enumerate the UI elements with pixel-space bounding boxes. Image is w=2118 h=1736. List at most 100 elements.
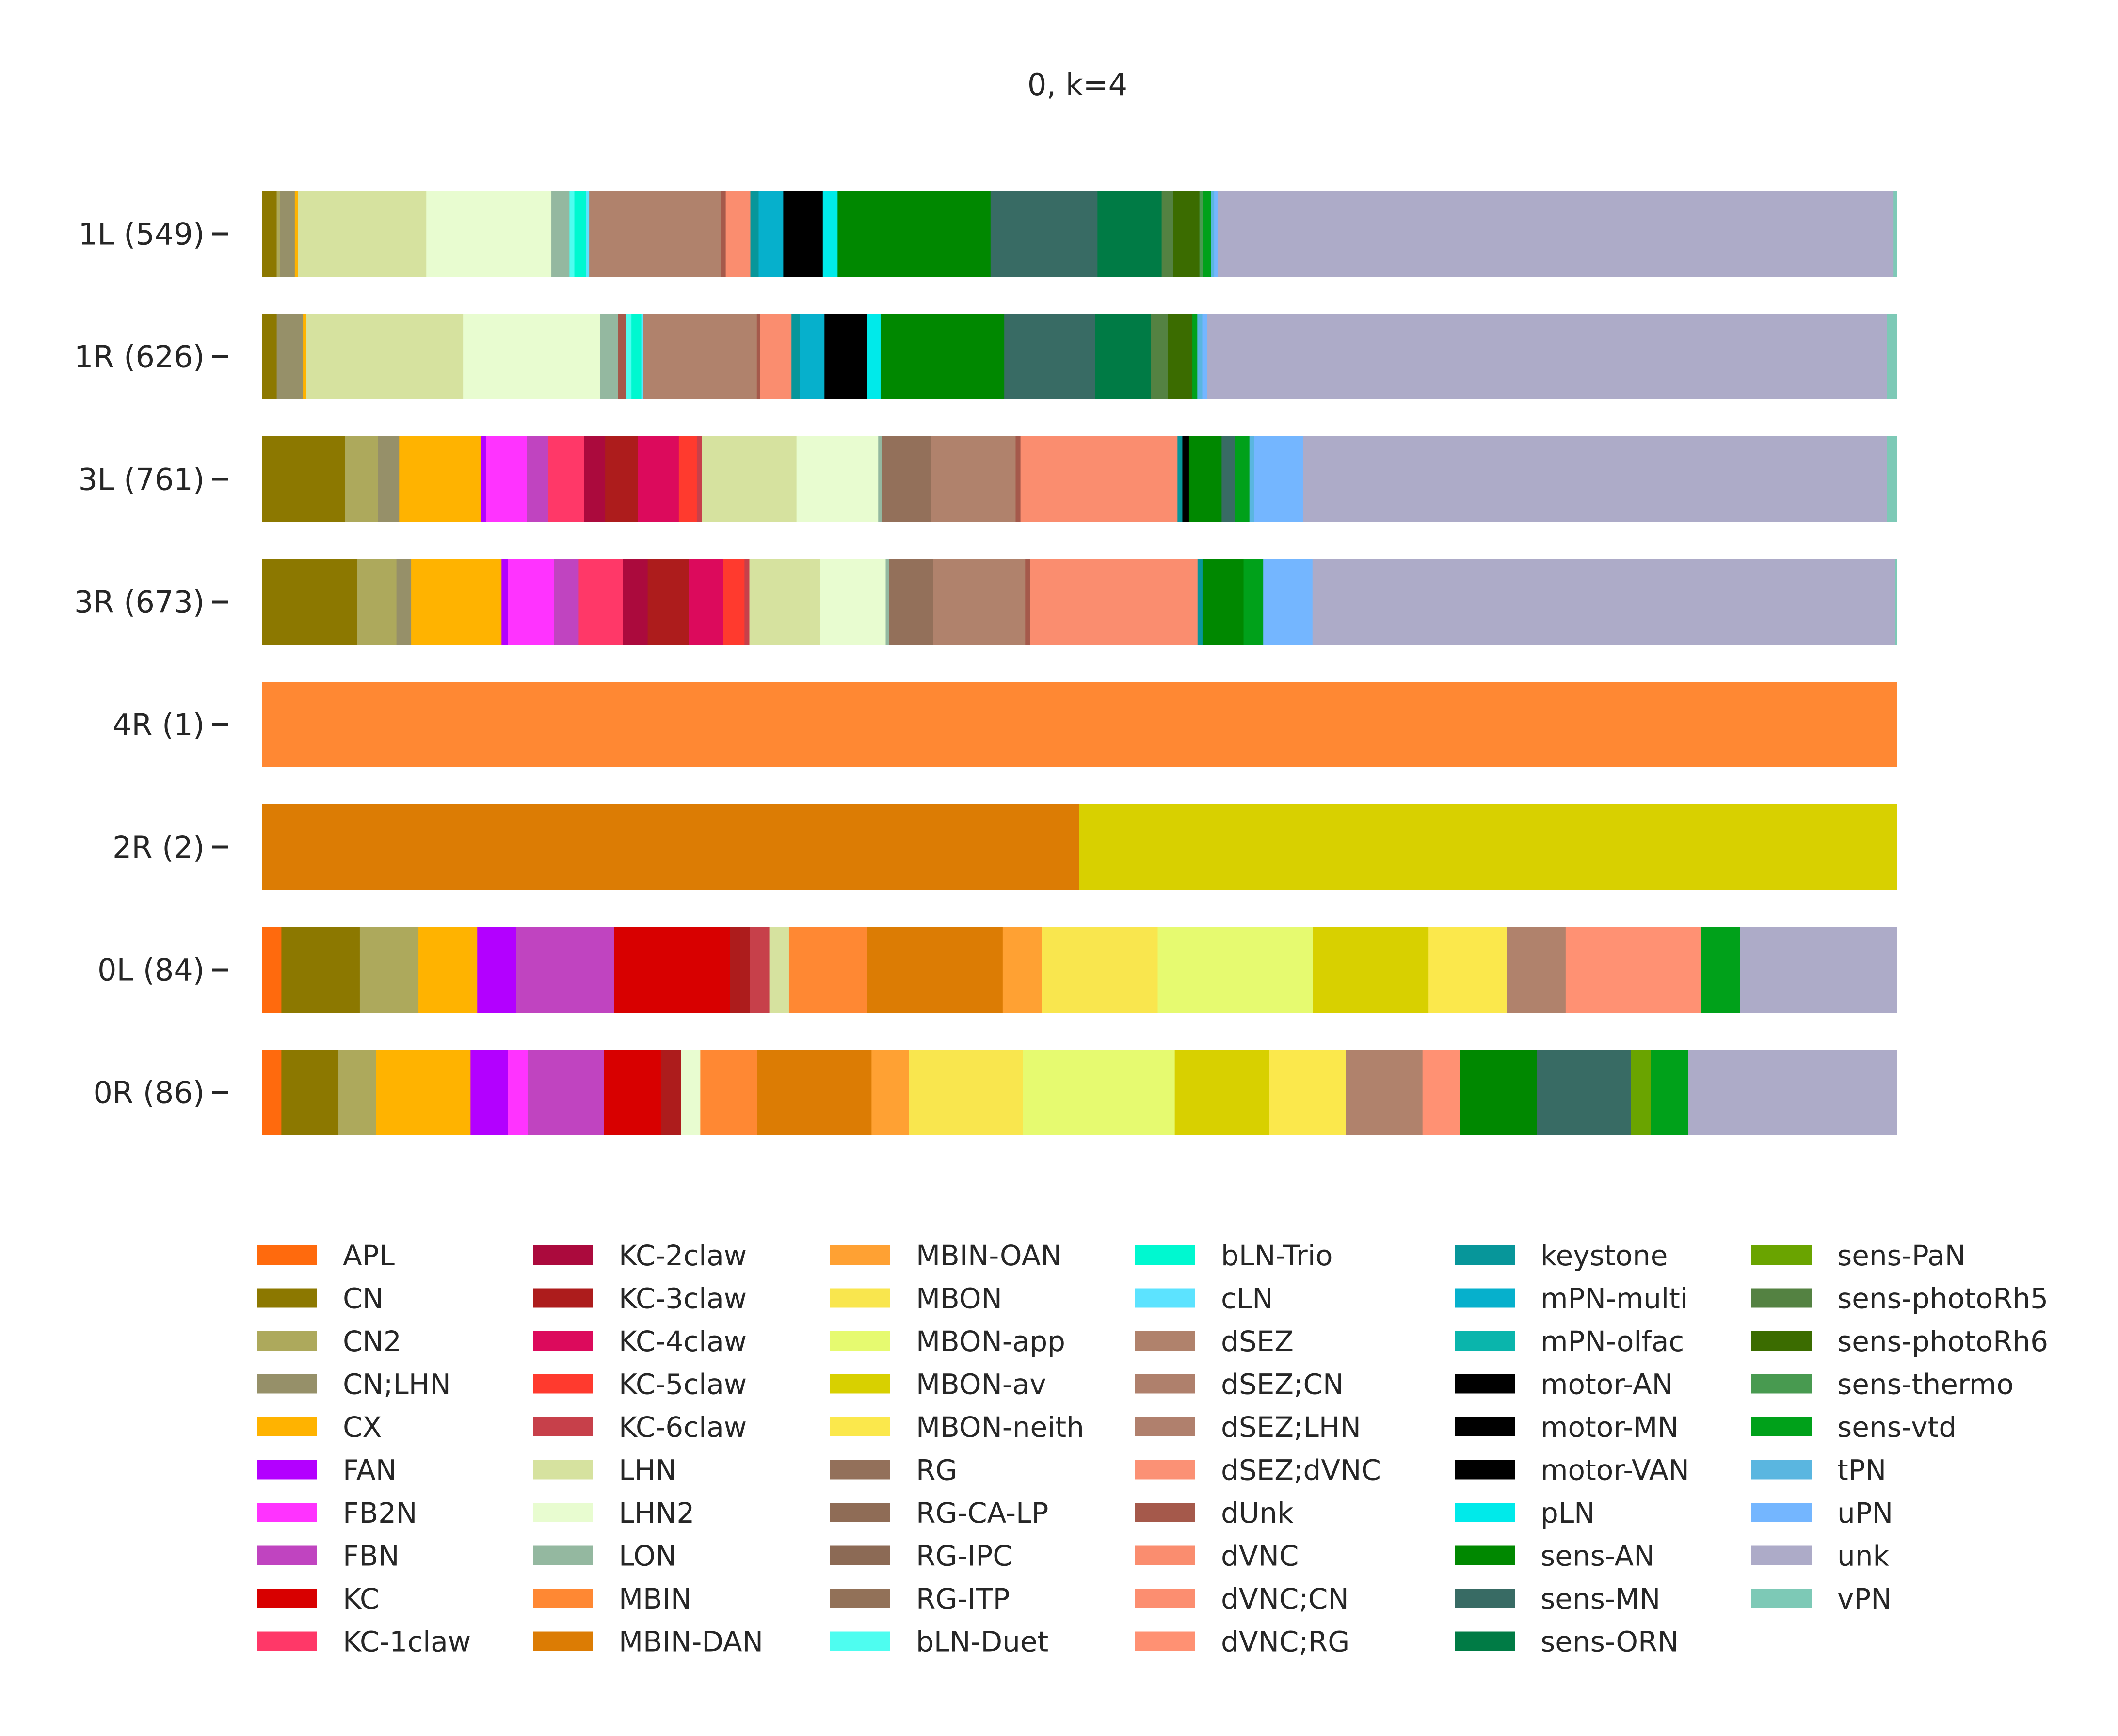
bar-segment-3-24 xyxy=(1312,559,1896,645)
legend-label-9: KC-1claw xyxy=(343,1625,471,1658)
legend-swatch-20 xyxy=(830,1245,890,1265)
legend-label-34: dSEZ;LHN xyxy=(1221,1411,1361,1444)
bar-segment-0-12 xyxy=(725,191,751,277)
bar-segment-2-11 xyxy=(678,436,697,522)
bar-segment-0-6 xyxy=(551,191,570,277)
legend-swatch-26 xyxy=(830,1503,890,1522)
bar-segment-3-25 xyxy=(1895,559,1897,645)
bar-segment-6-6 xyxy=(614,927,731,1013)
bar-segment-1-9 xyxy=(641,314,643,399)
legend-label-42: mPN-olfac xyxy=(1540,1325,1684,1358)
bar-segment-6-11 xyxy=(867,927,1003,1013)
bar-segment-2-3 xyxy=(399,436,481,522)
bar-segment-1-26 xyxy=(1887,314,1897,399)
bar-segment-2-6 xyxy=(527,436,548,522)
bar-segment-3-1 xyxy=(357,559,397,645)
legend-label-51: sens-photoRh5 xyxy=(1837,1282,2048,1315)
bar-segment-0-14 xyxy=(758,191,784,277)
bar-segment-3-21 xyxy=(1202,559,1244,645)
legend-label-52: sens-photoRh6 xyxy=(1837,1325,2048,1358)
legend-label-53: sens-thermo xyxy=(1837,1368,2014,1401)
bar-segment-7-3 xyxy=(376,1050,471,1135)
legend-label-18: MBIN xyxy=(619,1582,691,1615)
bar-segment-6-10 xyxy=(788,927,868,1013)
legend-swatch-43 xyxy=(1455,1374,1515,1394)
legend-label-41: mPN-multi xyxy=(1540,1282,1688,1315)
bar-segment-0-15 xyxy=(783,191,823,277)
legend-label-7: FBN xyxy=(343,1540,400,1573)
legend-label-46: pLN xyxy=(1540,1497,1595,1529)
legend-swatch-25 xyxy=(830,1460,890,1480)
bar-segment-2-28 xyxy=(1887,436,1897,522)
bar-segment-3-11 xyxy=(723,559,745,645)
legend-swatch-22 xyxy=(830,1331,890,1351)
legend-swatch-31 xyxy=(1135,1288,1195,1308)
legend-swatch-48 xyxy=(1455,1589,1515,1608)
bar-segment-0-21 xyxy=(1173,191,1200,277)
legend-swatch-40 xyxy=(1455,1245,1515,1265)
legend-swatch-17 xyxy=(533,1545,593,1565)
bar-segment-6-3 xyxy=(418,927,478,1013)
bar-segment-7-21 xyxy=(1631,1050,1651,1135)
bar-segment-3-2 xyxy=(396,559,412,645)
legend-label-3: CN;LHN xyxy=(343,1368,451,1401)
bar-segment-1-8 xyxy=(631,314,642,399)
legend: APL CN CN2 CN;LHN CX FAN FB2N FBN KC KC-1claw KC-2… xyxy=(257,1239,2048,1658)
bar-segment-3-13 xyxy=(749,559,820,645)
bar-segment-2-16 xyxy=(881,436,931,522)
legend-swatch-27 xyxy=(830,1545,890,1565)
bars-layer xyxy=(262,191,1897,1135)
legend-swatch-1 xyxy=(257,1288,317,1308)
bar-segment-6-2 xyxy=(359,927,419,1013)
bar-segment-6-15 xyxy=(1313,927,1429,1013)
legend-label-13: KC-5claw xyxy=(619,1368,747,1401)
bar-segment-7-17 xyxy=(1346,1050,1423,1135)
legend-label-22: MBON-app xyxy=(916,1325,1065,1358)
legend-swatch-8 xyxy=(257,1589,317,1608)
legend-label-29: bLN-Duet xyxy=(916,1625,1048,1658)
bar-segment-2-10 xyxy=(638,436,679,522)
legend-swatch-56 xyxy=(1751,1503,1812,1522)
bar-segment-3-0 xyxy=(262,559,357,645)
legend-swatch-39 xyxy=(1135,1631,1195,1651)
legend-label-17: LON xyxy=(619,1540,676,1573)
bar-segment-3-14 xyxy=(820,559,886,645)
legend-label-37: dVNC xyxy=(1221,1540,1299,1573)
bar-segment-1-1 xyxy=(276,314,304,399)
bar-segment-2-19 xyxy=(1020,436,1178,522)
legend-label-58: vPN xyxy=(1837,1582,1892,1615)
bar-segment-7-5 xyxy=(508,1050,528,1135)
bar-segment-7-22 xyxy=(1651,1050,1689,1135)
legend-swatch-15 xyxy=(533,1460,593,1480)
bar-segment-2-13 xyxy=(702,436,797,522)
bar-segment-3-10 xyxy=(689,559,723,645)
legend-label-38: dVNC;CN xyxy=(1221,1582,1349,1615)
bar-segment-3-4 xyxy=(501,559,509,645)
legend-label-33: dSEZ;CN xyxy=(1221,1368,1344,1401)
bar-segment-2-22 xyxy=(1188,436,1222,522)
legend-label-55: tPN xyxy=(1837,1454,1886,1487)
bar-segment-3-7 xyxy=(578,559,624,645)
bar-segment-0-24 xyxy=(1211,191,1215,277)
bar-segment-0-8 xyxy=(574,191,586,277)
legend-swatch-4 xyxy=(257,1417,317,1436)
legend-swatch-10 xyxy=(533,1245,593,1265)
legend-label-4: CX xyxy=(343,1411,382,1444)
legend-swatch-13 xyxy=(533,1374,593,1394)
legend-swatch-54 xyxy=(1751,1417,1812,1436)
bar-segment-1-24 xyxy=(1202,314,1208,399)
bar-segment-1-23 xyxy=(1197,314,1203,399)
bar-segment-5-0 xyxy=(262,804,1080,890)
legend-swatch-41 xyxy=(1455,1288,1515,1308)
legend-swatch-5 xyxy=(257,1460,317,1480)
legend-label-12: KC-4claw xyxy=(619,1325,747,1358)
bar-segment-2-23 xyxy=(1221,436,1235,522)
legend-label-26: RG-CA-LP xyxy=(916,1497,1048,1529)
bar-segment-1-20 xyxy=(1151,314,1168,399)
bar-segment-2-24 xyxy=(1235,436,1250,522)
bar-segment-2-9 xyxy=(605,436,639,522)
bar-segment-0-20 xyxy=(1161,191,1173,277)
bar-segment-1-17 xyxy=(880,314,1005,399)
bar-segment-0-11 xyxy=(721,191,726,277)
